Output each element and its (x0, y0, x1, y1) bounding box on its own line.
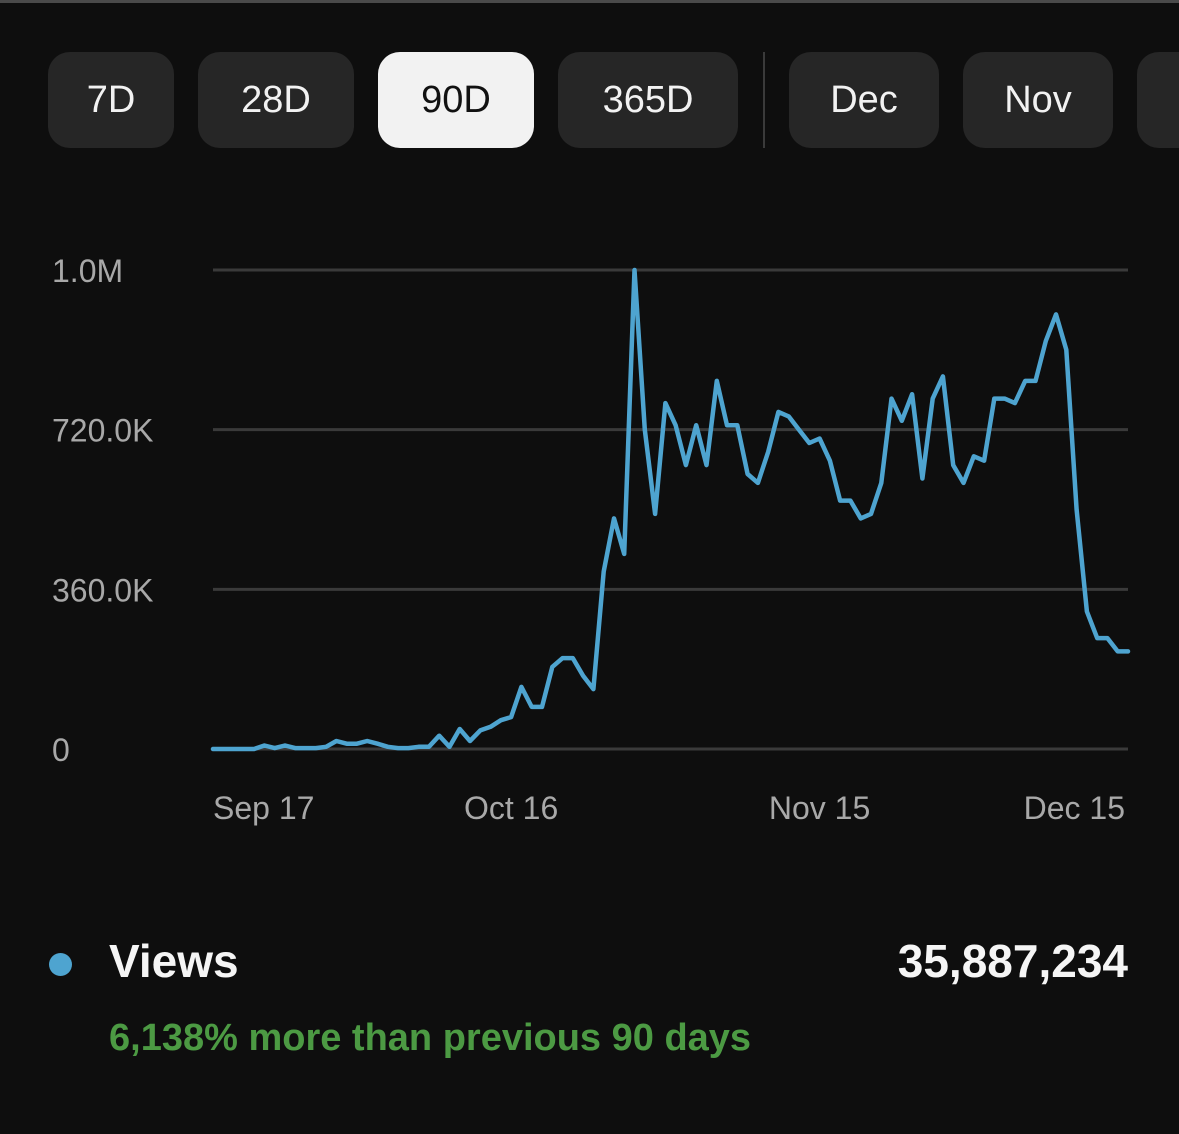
range-tab-28d[interactable]: 28D (198, 52, 354, 148)
range-tab-90d[interactable]: 90D (378, 52, 534, 148)
x-tick-label: Oct 16 (464, 790, 558, 826)
month-tab-dec[interactable]: Dec (789, 52, 939, 148)
x-tick-label: Sep 17 (213, 790, 314, 826)
metric-total: 35,887,234 (897, 935, 1128, 987)
metric-comparison: 6,138% more than previous 90 days (109, 1017, 752, 1059)
x-tick-label: Dec 15 (1024, 790, 1125, 826)
x-axis-labels: Sep 17 Oct 16 Nov 15 Dec 15 (213, 790, 1125, 826)
y-tick-label: 720.0K (52, 413, 153, 449)
y-tick-label: 360.0K (52, 572, 153, 608)
x-tick-label: Nov 15 (769, 790, 870, 826)
views-series-line (210, 267, 1131, 752)
chart-gridlines (213, 268, 1128, 751)
metric-label: Views (109, 935, 239, 987)
month-tab-more[interactable] (1137, 52, 1179, 148)
range-tab-365d[interactable]: 365D (558, 52, 738, 148)
month-tab-nov[interactable]: Nov (963, 52, 1113, 148)
views-line-chart: 1.0M 720.0K 360.0K 0 Sep 17 Oct 16 Nov 15 Dec … (52, 253, 1131, 826)
y-tick-label: 1.0M (52, 253, 123, 289)
tab-divider (763, 52, 765, 148)
y-tick-label: 0 (52, 732, 70, 768)
range-tab-7d[interactable]: 7D (48, 52, 174, 148)
top-separator (0, 0, 1179, 3)
metric-summary: Views 35,887,234 6,138% more than previo… (0, 920, 1179, 1080)
date-range-selector: 7D 28D 90D 365D Dec Nov (48, 52, 1179, 148)
y-axis-labels: 1.0M 720.0K 360.0K 0 (52, 253, 153, 768)
views-legend-dot (49, 953, 72, 976)
